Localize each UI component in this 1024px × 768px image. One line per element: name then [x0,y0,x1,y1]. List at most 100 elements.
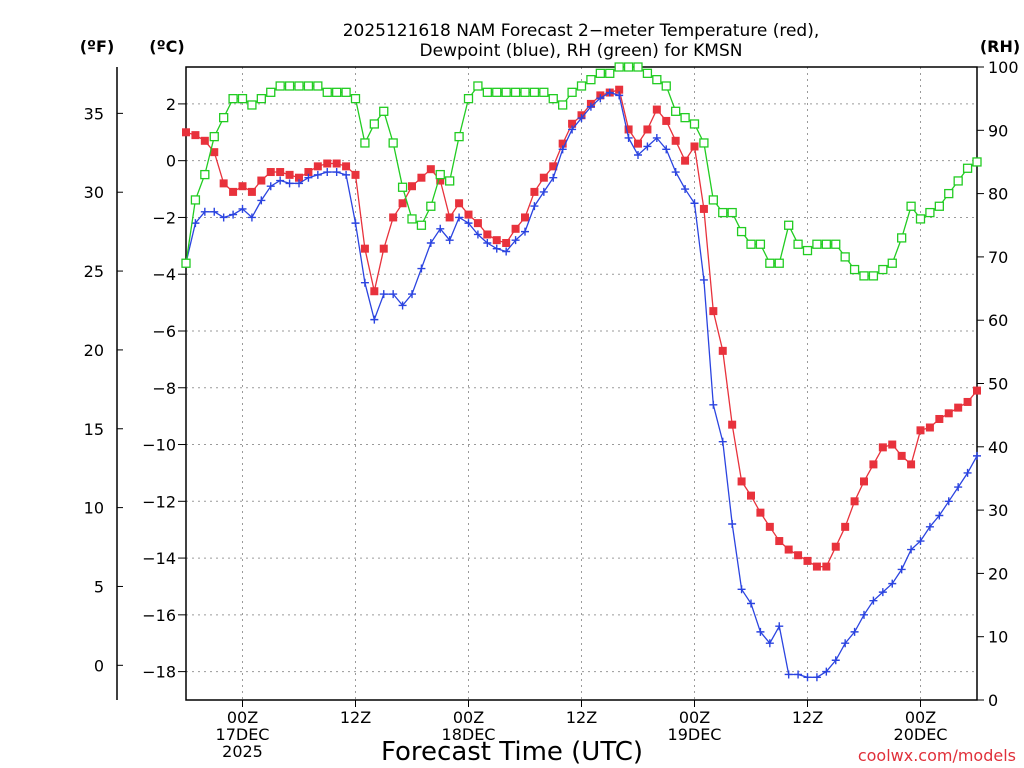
dewpoint-point [699,275,708,284]
temperature-point [615,85,624,94]
temperature-point [643,125,652,134]
temperature-point [812,562,821,571]
temperature-point [417,173,426,182]
temperature-point [558,139,567,148]
temperature-point [973,386,981,395]
temperature-point [313,162,322,171]
rh-point [755,239,766,249]
rh-tick-label: 50 [988,375,1008,394]
celsius-tick-label: −8 [152,379,176,398]
rh-point [332,87,342,97]
temperature-point [342,162,351,171]
temperature-point [511,224,520,233]
rh-point [746,239,756,249]
rh-tick-label: 40 [988,438,1008,457]
dewpoint-point [568,125,577,134]
temperature-point [370,287,379,296]
celsius-tick-label: −14 [142,549,176,568]
rh-tick-label: 30 [988,501,1008,520]
rh-tick-label: 0 [988,691,998,710]
rh-point [944,188,954,199]
rh-point [369,119,379,129]
rh-point [510,87,521,97]
rh-point [915,214,926,224]
temperature-point [304,168,313,177]
dewpoint-point [907,545,916,554]
dewpoint-point [652,133,661,142]
temperature-point [803,556,812,565]
dewpoint-point [577,114,586,123]
x-tick-label: 00Z [679,708,710,727]
rh-point [868,271,879,281]
rh-point [953,176,963,186]
temperature-point [521,213,529,222]
x-tick-label: 2025 [222,742,263,761]
rh-point [237,94,248,104]
temperature-point [728,420,737,429]
temperature-point [822,562,831,571]
fahrenheit-tick-label: 30 [84,183,104,202]
rh-point [520,87,530,97]
temperature-point [709,307,718,316]
rh-tick-label: 60 [988,311,1008,330]
dewpoint-point [954,483,963,492]
rh-point [190,195,201,205]
rh-point [906,201,916,211]
dewpoint-point [831,656,840,665]
dewpoint-point [342,170,351,179]
rh-tick-label: 100 [988,58,1019,77]
dewpoint-point [869,596,878,605]
rh-point [228,94,238,104]
rh-point [614,62,624,72]
dewpoint-point [210,207,219,216]
rh-point [454,131,464,142]
rh-point [379,106,389,116]
fahrenheit-tick-label: 15 [84,420,104,439]
rh-point [275,81,285,91]
dewpoint-point [417,264,426,273]
dewpoint-point [634,150,642,159]
temperature-point [737,477,746,486]
fahrenheit-tick-label: 20 [84,341,104,360]
dewpoint-point [662,145,671,154]
dewpoint-point [718,437,727,446]
axes [116,66,984,707]
rh-point [482,87,492,97]
dewpoint-point [370,315,379,324]
dewpoint-point [436,224,445,233]
dewpoint-point [812,673,821,682]
dewpoint-point [379,290,388,299]
temperature-point [323,159,332,168]
temperature-point [549,162,558,171]
dewpoint-point [351,219,360,228]
celsius-tick-label: −18 [142,663,176,682]
credit-label: coolwx.com/models [858,746,1016,765]
dewpoint-point [765,639,774,648]
rh-tick-label: 10 [988,628,1008,647]
fahrenheit-tick-label: 10 [84,499,104,518]
temperature-point [841,522,850,531]
rh-point [539,87,549,97]
dewpoint-point [728,520,737,529]
dewpoint-point [841,639,850,648]
temperature-point [502,238,511,247]
rh-point [689,119,700,129]
rh-point [727,207,737,218]
rh-point [558,100,568,110]
rh-point [652,75,662,85]
rh-point [812,239,822,249]
dewpoint-point [963,468,972,477]
dewpoint-point [822,667,831,676]
dewpoint-point [709,400,718,409]
rh-point [256,94,266,104]
temperature-point [765,522,774,531]
rh-point [793,239,803,249]
temperature-point [925,423,934,432]
rh-point [313,81,323,91]
dewpoint-point [784,670,793,679]
temperature-point [445,213,454,222]
dewpoint-point [285,179,294,188]
dewpoint-point [464,219,473,228]
temperature-point [860,477,868,486]
